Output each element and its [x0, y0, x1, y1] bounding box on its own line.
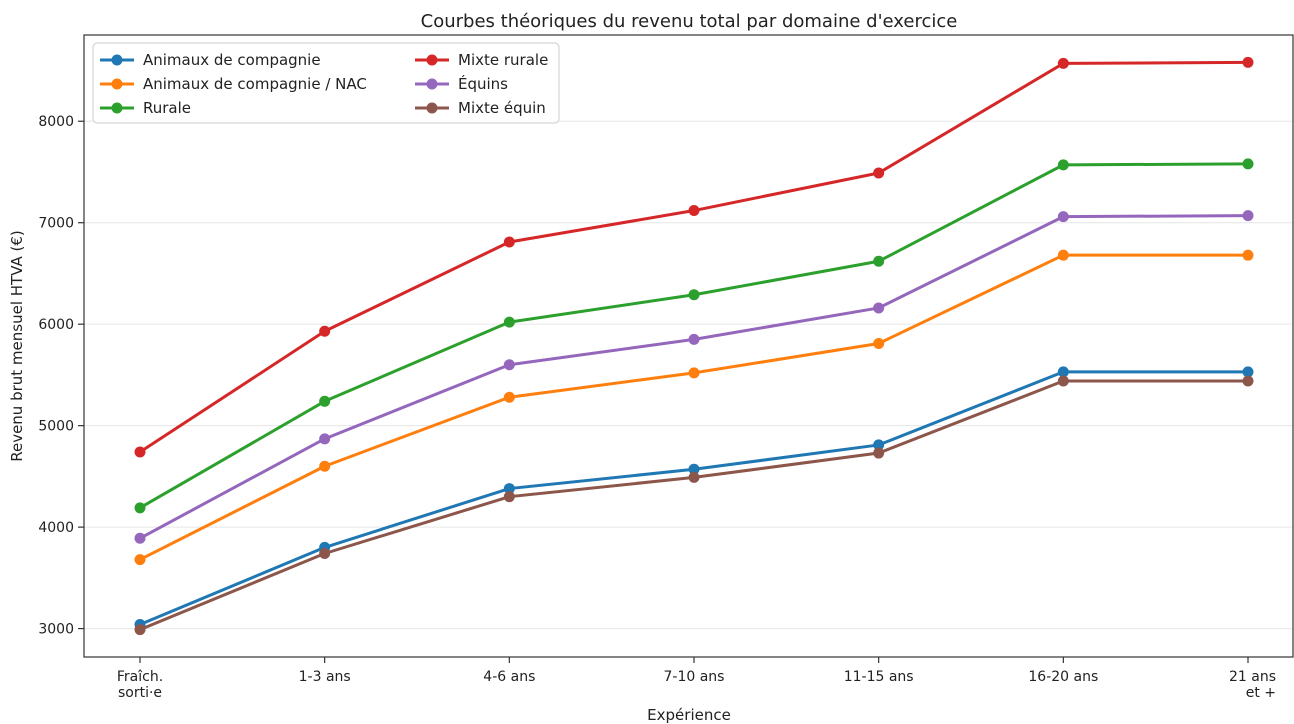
y-axis-ticks: 3000 4000 5000 6000 7000 8000 [38, 114, 84, 638]
data-point [134, 532, 146, 544]
legend-label: Rurale [143, 99, 191, 117]
data-point [873, 447, 885, 459]
y-tick-label: 3000 [38, 622, 74, 638]
x-tick-label: Fraîch. [117, 669, 163, 685]
data-point [688, 367, 700, 379]
data-point [319, 325, 331, 337]
data-point [1057, 159, 1069, 171]
legend-item: Rurale [100, 99, 191, 117]
data-point [688, 333, 700, 345]
data-point [688, 205, 700, 217]
legend-item: Mixte équin [415, 99, 546, 117]
data-point [1242, 56, 1254, 68]
data-point [1057, 249, 1069, 261]
x-tick-label: sorti·e [118, 685, 162, 701]
data-point [1057, 366, 1069, 378]
series-3 [134, 56, 1254, 458]
legend-swatch-marker [111, 102, 123, 114]
x-axis-ticks: Fraîch.sorti·e 1-3 ans 4-6 ans 7-10 ans 11-1… [117, 657, 1276, 701]
legend: Animaux de compagnie Animaux de compagnie… [92, 42, 560, 124]
data-point [503, 316, 515, 328]
series-5 [134, 375, 1254, 636]
data-point [134, 502, 146, 514]
legend-swatch-marker [111, 54, 123, 66]
y-tick-label: 4000 [38, 520, 74, 536]
y-tick-label: 8000 [38, 114, 74, 130]
series-1 [134, 249, 1254, 566]
x-axis-label: Expérience [647, 706, 731, 724]
data-point [1242, 366, 1254, 378]
data-point [503, 359, 515, 371]
data-point [1242, 158, 1254, 170]
legend-item: Équins [415, 74, 508, 93]
data-point [319, 548, 331, 560]
legend-swatch-marker [111, 78, 123, 90]
x-tick-label: 16-20 ans [1028, 669, 1098, 685]
legend-label: Mixte rurale [458, 51, 548, 69]
y-axis-label: Revenu brut mensuel HTVA (€) [8, 230, 26, 462]
legend-label: Animaux de compagnie [143, 51, 321, 69]
legend-swatch-marker [426, 102, 438, 114]
data-point [688, 463, 700, 475]
y-tick-label: 7000 [38, 216, 74, 232]
x-tick-label: 11-15 ans [844, 669, 914, 685]
data-point [873, 255, 885, 267]
legend-label: Animaux de compagnie / NAC [143, 75, 367, 93]
legend-swatch-marker [426, 54, 438, 66]
data-point [873, 439, 885, 451]
data-point [1057, 57, 1069, 69]
x-tick-label: 21 ans [1229, 669, 1276, 685]
x-tick-label: 4-6 ans [483, 669, 535, 685]
data-point [134, 554, 146, 566]
legend-label: Équins [458, 74, 508, 93]
legend-item: Animaux de compagnie [100, 51, 321, 69]
data-point [688, 471, 700, 483]
y-tick-label: 6000 [38, 317, 74, 333]
legend-item: Mixte rurale [415, 51, 548, 69]
data-point [503, 236, 515, 248]
data-point [319, 460, 331, 472]
data-point [1057, 375, 1069, 387]
data-point [1057, 211, 1069, 223]
data-point [503, 483, 515, 495]
x-tick-label: et + [1246, 685, 1276, 701]
data-point [688, 289, 700, 301]
data-point [319, 433, 331, 445]
y-tick-label: 5000 [38, 419, 74, 435]
data-point [1242, 210, 1254, 222]
x-tick-label: 1-3 ans [299, 669, 351, 685]
grid-lines [84, 120, 1293, 630]
x-tick-label: 7-10 ans [664, 669, 725, 685]
series-2 [134, 158, 1254, 514]
legend-box [92, 42, 560, 124]
series-4 [134, 210, 1254, 544]
legend-item: Animaux de compagnie / NAC [100, 75, 367, 93]
data-point [134, 624, 146, 636]
data-point [503, 391, 515, 403]
data-point [1242, 249, 1254, 261]
data-point [873, 302, 885, 314]
data-point [1242, 375, 1254, 387]
legend-label: Mixte équin [458, 99, 546, 117]
chart-title: Courbes théoriques du revenu total par d… [421, 11, 958, 32]
data-point [134, 446, 146, 458]
legend-swatch-marker [426, 78, 438, 90]
data-point [319, 395, 331, 407]
data-point [503, 491, 515, 503]
plot-area-frame [83, 34, 1294, 658]
data-point [873, 337, 885, 349]
data-point [873, 167, 885, 179]
series-layer [134, 56, 1254, 636]
